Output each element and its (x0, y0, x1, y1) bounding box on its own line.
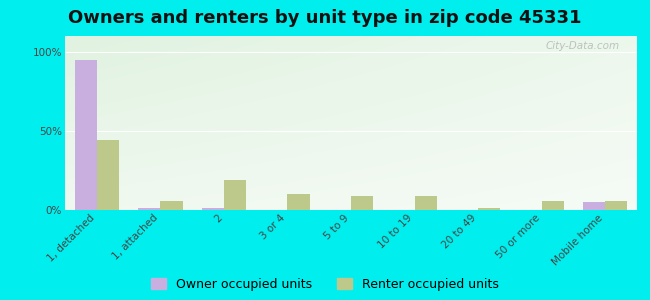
Bar (541, 200, 564, 210)
Text: Owners and renters by unit type in zip code 45331: Owners and renters by unit type in zip c… (68, 9, 582, 27)
Bar (138, 208, 161, 210)
Bar (224, 180, 246, 210)
Bar (202, 208, 224, 210)
Text: City-Data.com: City-Data.com (546, 41, 620, 51)
Bar (415, 196, 437, 210)
Bar (75, 60, 97, 210)
Bar (287, 194, 309, 210)
Bar (97, 140, 119, 210)
Bar (605, 200, 627, 210)
Bar (478, 208, 500, 210)
Bar (351, 196, 373, 210)
Legend: Owner occupied units, Renter occupied units: Owner occupied units, Renter occupied un… (151, 278, 499, 291)
Bar (161, 200, 183, 210)
Bar (583, 202, 605, 210)
